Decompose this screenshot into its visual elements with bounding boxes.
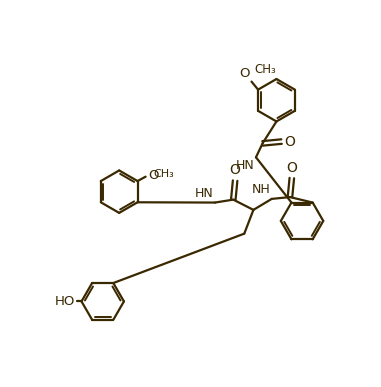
Text: O: O (287, 161, 297, 175)
Text: CH₃: CH₃ (154, 169, 174, 179)
Text: HO: HO (54, 295, 75, 308)
Text: CH₃: CH₃ (255, 63, 276, 76)
Text: HN: HN (236, 159, 255, 172)
Text: O: O (148, 170, 158, 182)
Text: HN: HN (195, 187, 213, 200)
Text: NH: NH (251, 183, 270, 196)
Text: O: O (285, 135, 295, 149)
Text: O: O (240, 67, 250, 80)
Text: O: O (230, 163, 240, 177)
